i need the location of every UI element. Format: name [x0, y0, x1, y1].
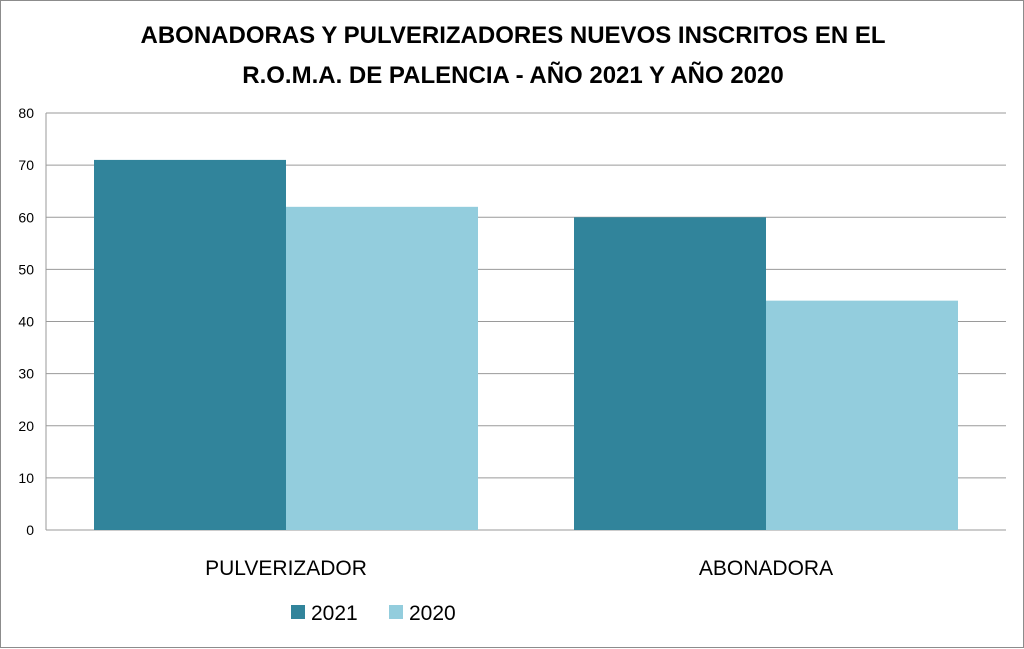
bar-pulverizador-2021 [94, 159, 286, 530]
legend-label-2021: 2021 [311, 602, 358, 625]
y-tick-label: 20 [18, 418, 34, 434]
y-axis-ticks: 0 10 20 30 40 50 60 70 80 [18, 105, 34, 538]
y-tick-label: 60 [18, 209, 34, 225]
x-category-label: PULVERIZADOR [205, 557, 367, 580]
x-axis-categories: PULVERIZADOR ABONADORA [205, 557, 833, 580]
y-tick-label: 50 [18, 261, 34, 277]
y-tick-label: 30 [18, 366, 34, 382]
legend-swatch-2020 [389, 605, 403, 619]
x-category-label: ABONADORA [699, 557, 833, 580]
legend: 2021 2020 [291, 602, 456, 625]
bar-abonadora-2020 [766, 300, 958, 530]
chart-title-line-2: R.O.M.A. DE PALENCIA - AÑO 2021 Y AÑO 20… [242, 61, 783, 89]
y-tick-label: 70 [18, 157, 34, 173]
y-tick-label: 80 [18, 105, 34, 121]
bar-abonadora-2021 [574, 217, 766, 530]
bar-pulverizador-2020 [286, 206, 478, 530]
chart-title-line-1: ABONADORAS Y PULVERIZADORES NUEVOS INSCR… [141, 22, 886, 49]
y-tick-label: 10 [18, 470, 34, 486]
bars [94, 159, 958, 530]
legend-label-2020: 2020 [409, 602, 456, 625]
y-tick-label: 0 [26, 522, 34, 538]
y-tick-label: 40 [18, 314, 34, 330]
legend-swatch-2021 [291, 605, 305, 619]
